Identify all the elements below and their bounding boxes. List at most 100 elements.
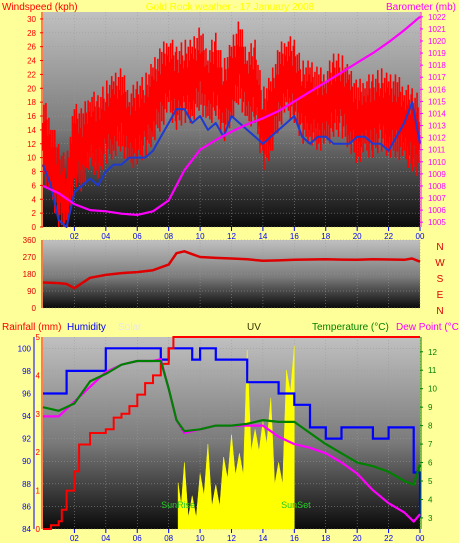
x-tick-label: 06 (133, 232, 142, 241)
humidity-tick-label: 94 (22, 412, 31, 421)
y2-tick-label: 1009 (428, 170, 446, 179)
humidity-tick-label: 96 (22, 389, 31, 398)
y-tick-label: 18 (27, 98, 36, 107)
dir-label-s: S (437, 274, 444, 285)
dir-label-e: E (437, 290, 444, 301)
humidity-tick-label: 88 (22, 480, 31, 489)
y-tick-label: 16 (27, 112, 36, 121)
x-tick-label: 08 (164, 232, 173, 241)
humidity-tick-label: 90 (22, 457, 31, 466)
y-tick-label: 6 (32, 181, 37, 190)
x-tick-label: 02 (70, 534, 79, 543)
x-tick-label: 10 (196, 534, 205, 543)
y2-tick-label: 1019 (428, 49, 446, 58)
y-tick-label: 8 (32, 168, 37, 177)
label-dewpoint: Dew Point (°C) (396, 322, 459, 333)
temp-tick-label: 5 (428, 477, 433, 486)
temperature-line (42, 359, 422, 486)
header-right: Barometer (mb) (386, 2, 456, 13)
y2-tick-label: 1007 (428, 194, 446, 203)
x-tick-label: 12 (227, 534, 236, 543)
x-tick-label: 18 (321, 534, 330, 543)
axes: 0246810121416182022242628301005100610071… (18, 12, 446, 543)
rainfall-line (43, 336, 420, 530)
y2-tick-label: 1017 (428, 73, 446, 82)
temp-tick-label: 9 (428, 403, 433, 412)
y-tick-label: 0 (32, 223, 37, 232)
y-tick-label: 4 (32, 195, 37, 204)
x-tick-label: 20 (353, 232, 362, 241)
temp-tick-label: 6 (428, 459, 433, 468)
x-tick-label: 18 (321, 232, 330, 241)
header-center: Gold Rock weather - 17 January 2008 (146, 2, 315, 13)
x-tick-label: 02 (70, 232, 79, 241)
windspeed-line (42, 59, 421, 201)
y2-tick-label: 1005 (428, 218, 446, 227)
temp-tick-label: 4 (428, 495, 433, 504)
dir-label-n2: N (436, 306, 443, 317)
humidity-tick-label: 98 (22, 367, 31, 376)
humidity-tick-label: 86 (22, 502, 31, 511)
y2-tick-label: 1013 (428, 122, 446, 131)
label-humidity: Humidity (67, 322, 106, 333)
x-tick-label: 22 (384, 534, 393, 543)
humidity-tick-label: 92 (22, 435, 31, 444)
temp-tick-label: 10 (428, 385, 437, 394)
temp-tick-label: 12 (428, 348, 437, 357)
x-tick-label: 00 (416, 232, 425, 241)
sunset-label: SunSet (281, 500, 311, 510)
x-tick-label: 14 (258, 534, 267, 543)
label-solar: Solar (118, 322, 142, 333)
y-tick-label: 22 (27, 70, 36, 79)
rain-tick-label: 3 (36, 410, 41, 419)
rain-tick-label: 4 (36, 371, 41, 380)
y2-tick-label: 1016 (428, 85, 446, 94)
solar-area (177, 346, 295, 530)
humidity-tick-label: 84 (22, 525, 31, 534)
y2-tick-label: 1010 (428, 158, 446, 167)
chart-marks (42, 15, 422, 530)
rain-tick-label: 5 (36, 333, 41, 342)
y2-tick-label: 1012 (428, 134, 446, 143)
rain-tick-label: 0 (36, 525, 41, 534)
dir-tick-label: 360 (23, 236, 37, 245)
dir-tick-label: 180 (23, 270, 37, 279)
y-tick-label: 26 (27, 43, 36, 52)
y-tick-label: 14 (27, 126, 36, 135)
y2-tick-label: 1008 (428, 182, 446, 191)
y2-tick-label: 1018 (428, 61, 446, 70)
temp-tick-label: 8 (428, 422, 433, 431)
x-tick-label: 12 (227, 232, 236, 241)
x-tick-label: 14 (258, 232, 267, 241)
dir-label-w: W (435, 258, 445, 269)
temp-tick-label: 11 (428, 366, 437, 375)
header-left: Windspeed (kph) (2, 2, 78, 13)
rain-tick-label: 1 (36, 487, 41, 496)
y2-tick-label: 1011 (428, 146, 446, 155)
y2-tick-label: 1014 (428, 109, 446, 118)
rain-tick-label: 2 (36, 448, 41, 457)
label-rainfall: Rainfall (mm) (2, 322, 61, 333)
x-tick-label: 04 (101, 232, 110, 241)
y2-tick-label: 1021 (428, 25, 446, 34)
temp-tick-label: 3 (428, 514, 433, 523)
humidity-tick-label: 100 (18, 344, 32, 353)
x-tick-label: 10 (196, 232, 205, 241)
y2-tick-label: 1006 (428, 206, 446, 215)
dir-tick-label: 270 (23, 253, 37, 262)
y-tick-label: 30 (27, 15, 36, 24)
dir-tick-label: 0 (32, 304, 37, 313)
dir-tick-label: 90 (27, 287, 36, 296)
x-tick-label: 04 (101, 534, 110, 543)
label-temperature: Temperature (°C) (312, 322, 389, 333)
x-tick-label: 00 (416, 534, 425, 543)
x-tick-label: 22 (384, 232, 393, 241)
label-uv: UV (247, 322, 261, 333)
x-tick-label: 16 (290, 534, 299, 543)
gust-line (42, 101, 421, 228)
x-tick-label: 08 (164, 534, 173, 543)
wind-direction-line (42, 250, 421, 290)
y-tick-label: 20 (27, 84, 36, 93)
y-tick-label: 10 (27, 154, 36, 163)
